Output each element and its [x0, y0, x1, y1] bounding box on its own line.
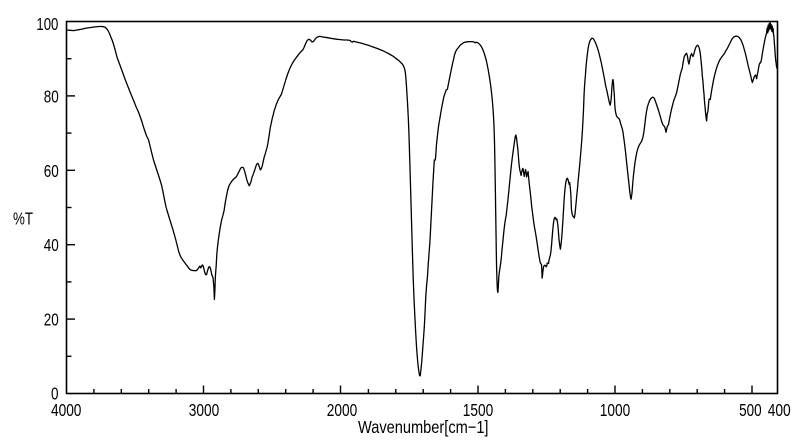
svg-text:0: 0 — [51, 384, 59, 404]
svg-text:Wavenumber[cm−1]: Wavenumber[cm−1] — [358, 417, 489, 437]
svg-text:4000: 4000 — [51, 400, 82, 420]
svg-text:1500: 1500 — [463, 400, 494, 420]
svg-text:3000: 3000 — [189, 400, 220, 420]
svg-text:100: 100 — [36, 14, 58, 34]
svg-text:500: 500 — [739, 400, 762, 420]
svg-text:40: 40 — [44, 235, 59, 255]
svg-text:400: 400 — [768, 400, 791, 420]
svg-text:20: 20 — [44, 310, 59, 330]
svg-text:%T: %T — [13, 209, 33, 229]
svg-text:80: 80 — [44, 86, 59, 106]
svg-text:1000: 1000 — [600, 400, 631, 420]
svg-text:2000: 2000 — [327, 400, 358, 420]
svg-text:60: 60 — [44, 161, 59, 181]
